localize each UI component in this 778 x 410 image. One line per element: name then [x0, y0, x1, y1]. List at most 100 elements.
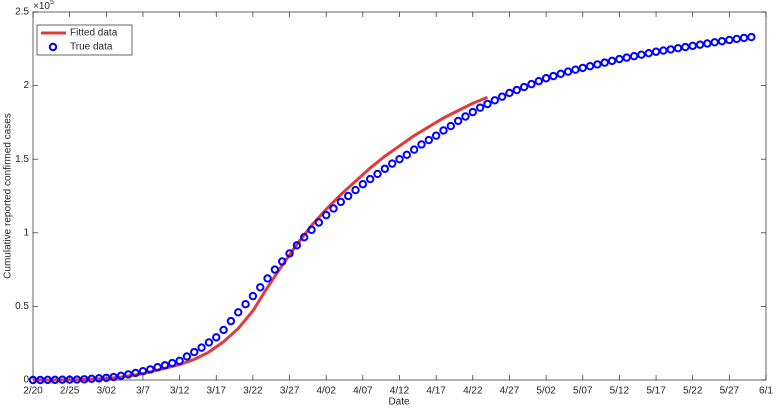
data-point [453, 116, 463, 126]
data-point [322, 210, 331, 220]
data-point [300, 233, 309, 242]
data-point [219, 325, 228, 335]
data-point [512, 85, 521, 95]
data-point [109, 372, 118, 382]
data-point [314, 218, 324, 227]
data-point [343, 191, 353, 201]
data-point [490, 96, 499, 105]
plot-area [32, 11, 767, 381]
data-point [578, 63, 587, 73]
data-point [182, 352, 192, 361]
data-point [116, 371, 126, 381]
x-tick-label: 6/1 [759, 386, 773, 397]
data-point [285, 249, 294, 258]
data-point [527, 79, 536, 89]
data-point [256, 283, 265, 292]
data-point [160, 361, 170, 370]
data-point [446, 121, 456, 131]
data-point [461, 112, 470, 121]
data-point [651, 47, 661, 56]
data-point [725, 35, 734, 45]
data-point [622, 53, 631, 62]
data-point [688, 41, 697, 51]
y-tick-label: 1 [23, 227, 29, 238]
y-axis-label: Cumulative reported confirmed cases [3, 113, 14, 279]
data-point [695, 40, 705, 49]
data-point [600, 58, 609, 67]
data-point [747, 32, 756, 42]
data-point [278, 257, 287, 266]
y-multiplier: ×105 [33, 0, 54, 12]
data-point [431, 131, 441, 140]
data-point [505, 88, 514, 98]
data-point [571, 65, 580, 74]
data-point [175, 356, 184, 366]
data-point [190, 347, 199, 357]
data-point [637, 50, 646, 59]
x-tick-label: 3/27 [280, 386, 300, 397]
data-point [468, 107, 477, 117]
x-tick-label: 5/07 [573, 386, 593, 397]
x-tick-label: 5/27 [720, 386, 740, 397]
legend-swatch [48, 42, 58, 52]
data-point [329, 204, 338, 213]
y-multiplier-exp: 5 [50, 0, 54, 6]
x-tick-label: 4/17 [426, 386, 446, 397]
data-point [395, 155, 404, 164]
data-point [365, 174, 375, 184]
data-point [739, 33, 749, 43]
data-point [336, 197, 346, 207]
data-point [607, 56, 617, 66]
data-point [153, 362, 162, 372]
data-point [248, 291, 258, 301]
data-point [138, 366, 148, 376]
x-tick-label: 5/22 [683, 386, 703, 397]
data-point [402, 150, 412, 159]
data-point [307, 225, 316, 235]
data-point [373, 169, 382, 179]
data-point [563, 67, 573, 76]
legend: Fitted data True data [36, 24, 133, 56]
y-multiplier-base: ×10 [33, 1, 50, 12]
y-tick-label: 0.5 [15, 301, 29, 312]
x-tick-label: 5/02 [536, 386, 556, 397]
data-point [387, 159, 397, 168]
x-tick-label: 2/20 [23, 386, 43, 397]
x-tick-label: 2/25 [60, 386, 80, 397]
data-point [483, 99, 492, 109]
data-point [146, 365, 155, 374]
data-point [204, 338, 214, 347]
data-point [351, 185, 360, 195]
x-axis-label: Date [388, 397, 410, 408]
data-point [380, 164, 390, 173]
data-point [292, 241, 302, 250]
x-tick-label: 4/02 [316, 386, 336, 397]
x-tick-label: 4/12 [390, 386, 410, 397]
y-tick-label: 2.5 [15, 7, 29, 18]
x-tick-label: 4/07 [353, 386, 373, 397]
data-point [475, 103, 485, 112]
y-tick-label: 0 [23, 375, 29, 386]
x-tick-label: 3/02 [97, 386, 117, 397]
data-point [168, 358, 177, 368]
data-point [666, 45, 675, 54]
data-point [497, 92, 507, 101]
data-point [541, 74, 551, 83]
data-point [124, 370, 133, 379]
data-point [519, 82, 529, 92]
data-point [732, 34, 741, 44]
data-point [417, 140, 426, 149]
data-point [263, 274, 272, 283]
data-point [615, 54, 624, 64]
data-point [549, 71, 558, 81]
x-tick-label: 5/12 [610, 386, 630, 397]
x-tick-label: 4/22 [463, 386, 483, 397]
data-point [644, 49, 653, 58]
data-point [226, 316, 236, 326]
x-tick-label: 5/17 [646, 386, 666, 397]
data-point [424, 135, 434, 145]
data-point [197, 343, 206, 352]
data-point [659, 46, 668, 55]
data-point [534, 76, 543, 86]
data-point [234, 308, 243, 317]
